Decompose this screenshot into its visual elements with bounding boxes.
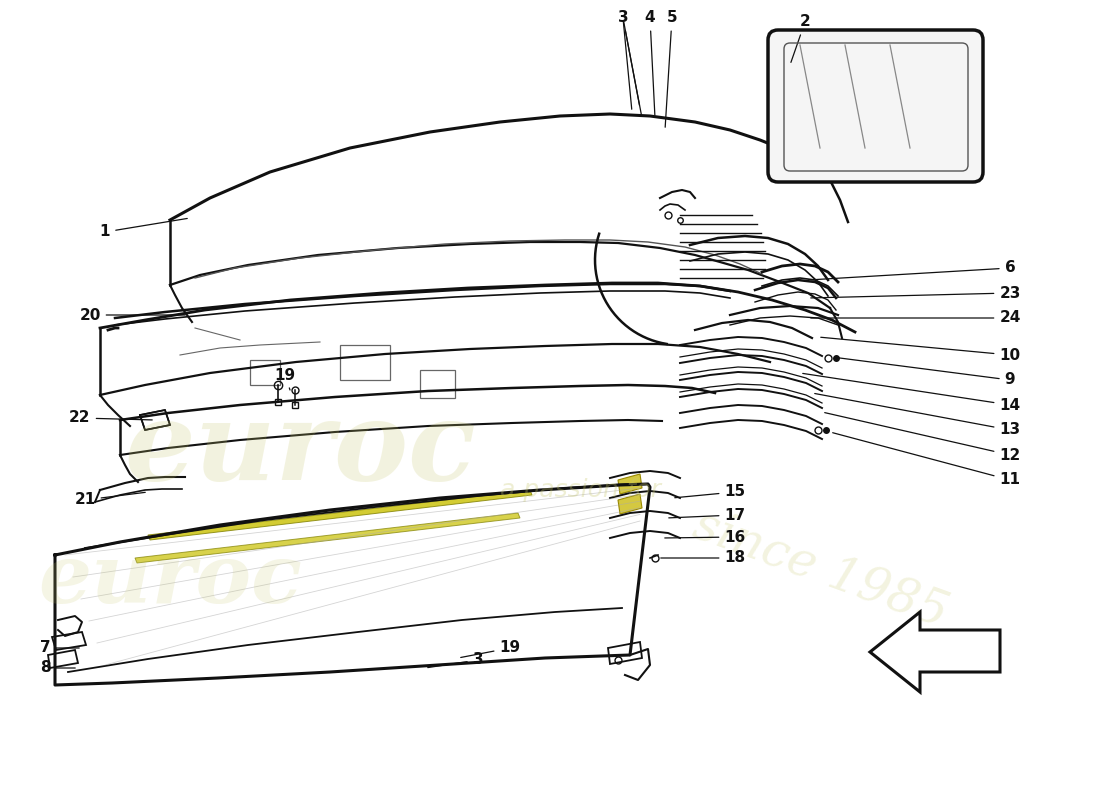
Text: 5: 5 xyxy=(666,10,678,127)
Bar xyxy=(250,360,280,385)
Text: euroc: euroc xyxy=(39,540,301,620)
Text: since 1985: since 1985 xyxy=(686,502,954,638)
Bar xyxy=(340,345,390,380)
Text: 3: 3 xyxy=(618,10,639,106)
Bar xyxy=(420,370,455,398)
Text: 19: 19 xyxy=(274,367,296,390)
Text: 8: 8 xyxy=(40,661,75,675)
Text: 23: 23 xyxy=(811,286,1021,301)
Text: 3: 3 xyxy=(428,653,483,667)
Text: 12: 12 xyxy=(825,413,1021,462)
Polygon shape xyxy=(140,410,170,430)
Text: 16: 16 xyxy=(664,530,746,545)
Text: a passion for: a passion for xyxy=(499,478,660,502)
Text: 2: 2 xyxy=(791,14,811,62)
Text: 17: 17 xyxy=(669,507,746,522)
Text: 4: 4 xyxy=(645,10,656,115)
Polygon shape xyxy=(52,632,86,650)
Text: 10: 10 xyxy=(821,338,1021,362)
Text: 24: 24 xyxy=(811,310,1021,326)
Text: 22: 22 xyxy=(69,410,152,426)
Polygon shape xyxy=(870,612,1000,692)
Text: 1: 1 xyxy=(100,218,187,239)
Polygon shape xyxy=(48,650,78,668)
Text: 6: 6 xyxy=(811,261,1015,280)
Text: euroc: euroc xyxy=(124,396,476,504)
Text: 19: 19 xyxy=(461,641,520,658)
Text: 7: 7 xyxy=(40,641,79,655)
Text: 11: 11 xyxy=(833,433,1021,487)
Text: 18: 18 xyxy=(661,550,746,566)
Polygon shape xyxy=(618,474,642,494)
Text: 14: 14 xyxy=(803,374,1021,413)
Polygon shape xyxy=(135,513,520,563)
FancyBboxPatch shape xyxy=(768,30,983,182)
Text: 20: 20 xyxy=(79,307,185,322)
Polygon shape xyxy=(148,490,532,540)
Text: 13: 13 xyxy=(815,394,1021,438)
Text: 15: 15 xyxy=(674,485,746,499)
Text: 21: 21 xyxy=(75,492,145,507)
Text: 9: 9 xyxy=(835,358,1015,387)
Polygon shape xyxy=(608,642,642,664)
Polygon shape xyxy=(618,494,642,514)
